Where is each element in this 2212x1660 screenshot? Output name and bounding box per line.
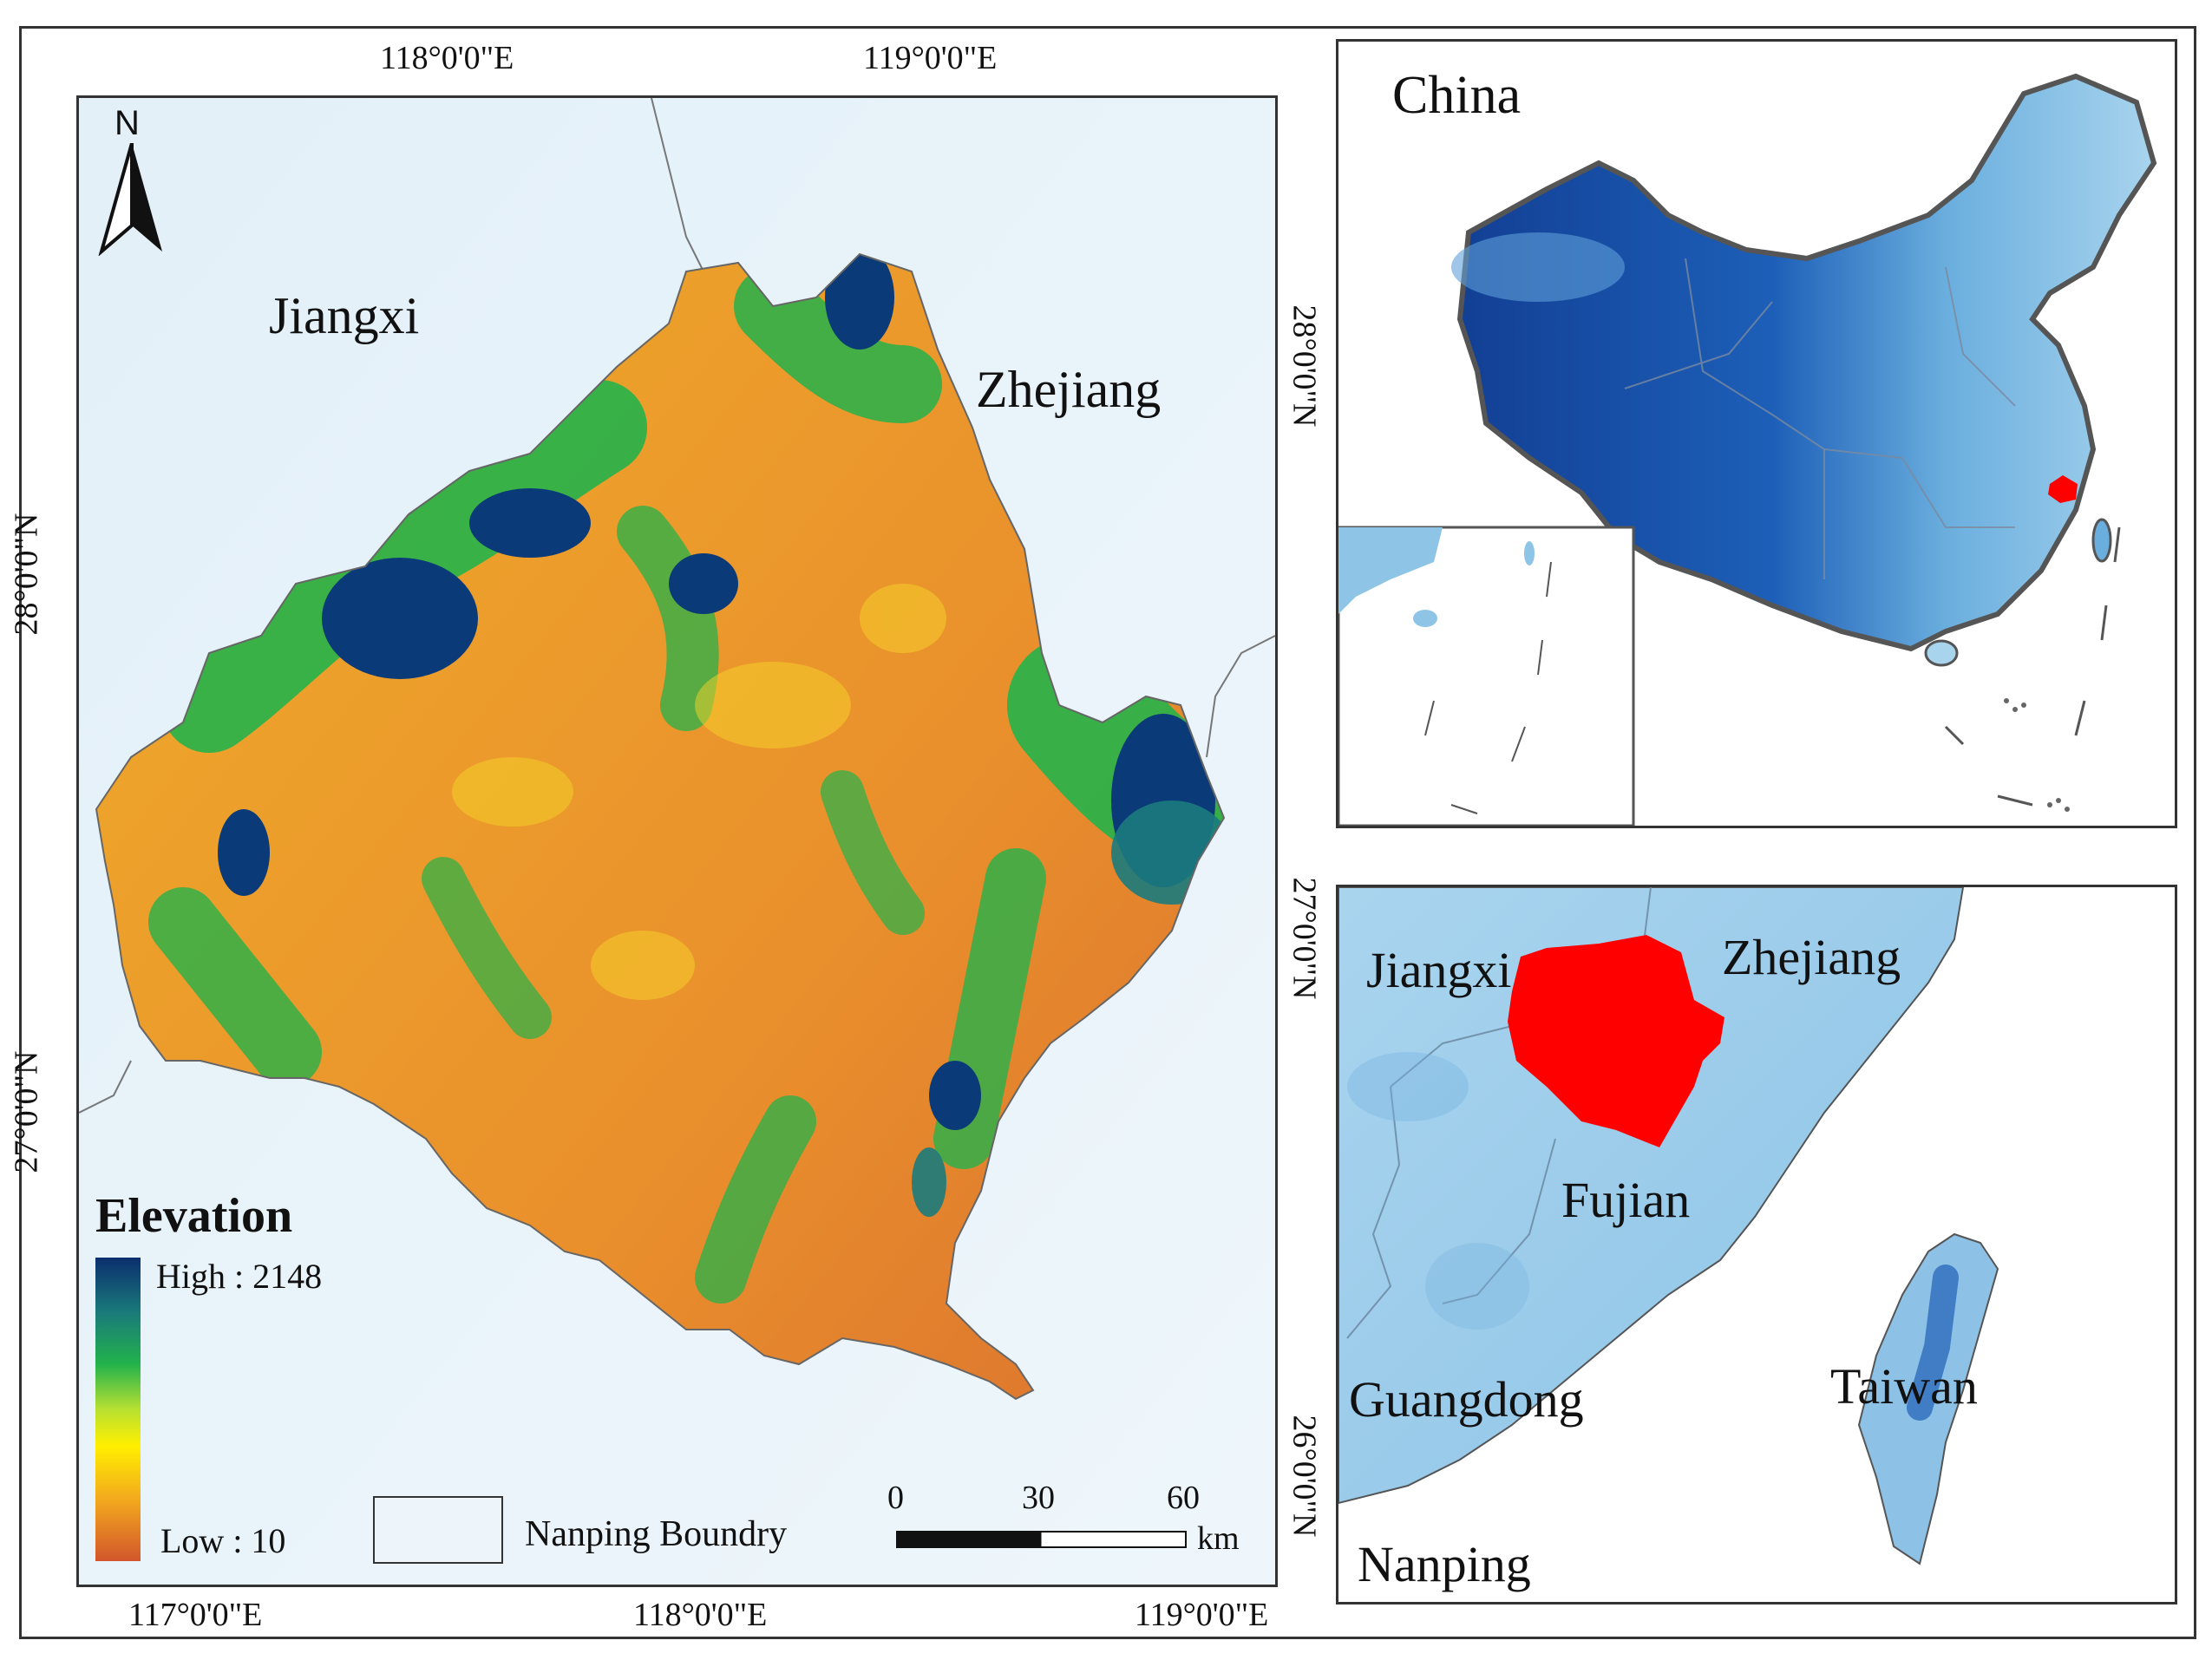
scale-tick-30: 30 — [1022, 1480, 1055, 1516]
bottom-tick-117e: 117°0'0"E — [128, 1597, 263, 1633]
bottom-tick-118e: 118°0'0"E — [633, 1597, 768, 1633]
label-jiangxi: Jiangxi — [269, 287, 420, 344]
bottom-tick-119e: 119°0'0"E — [1135, 1597, 1269, 1633]
scale-tick-0: 0 — [887, 1480, 904, 1516]
north-arrow-icon — [98, 143, 162, 256]
label-zhejiang: Zhejiang — [976, 361, 1162, 418]
china-nanping-highlight — [2048, 475, 2078, 503]
region-inset-map — [1336, 885, 2177, 1604]
region-label-nanping: Nanping — [1358, 1536, 1531, 1592]
legend-color-ramp — [95, 1258, 141, 1561]
north-arrow: N — [97, 104, 167, 256]
region-label-guangdong: Guangdong — [1349, 1371, 1584, 1428]
scale-bar — [896, 1531, 1187, 1548]
scale-tick-60: 60 — [1167, 1480, 1200, 1516]
scale-unit: km — [1197, 1520, 1240, 1557]
south-sea-subinset — [1338, 526, 1635, 826]
right-tick-28n: 28°0'0"N — [1286, 304, 1323, 428]
boundary-legend-swatch — [373, 1496, 503, 1564]
right-tick-27n: 27°0'0"N — [1286, 877, 1323, 1000]
right-tick-26n: 26°0'0"N — [1286, 1415, 1323, 1538]
region-label-fujian: Fujian — [1561, 1172, 1691, 1228]
top-tick-118e: 118°0'0"E — [380, 40, 514, 76]
left-tick-27n: 27°0'0"N — [8, 1050, 45, 1173]
china-title: China — [1392, 66, 1522, 125]
legend-low-label: Low : 10 — [160, 1521, 286, 1560]
legend-title: Elevation — [95, 1189, 293, 1243]
top-tick-119e: 119°0'0"E — [863, 40, 998, 76]
mainland-land — [1338, 887, 1965, 1505]
main-elevation-map — [76, 95, 1278, 1587]
region-nanping-highlight — [1508, 935, 1724, 1147]
legend-high-label: High : 2148 — [156, 1257, 323, 1296]
north-label: N — [115, 104, 140, 142]
china-inset-map — [1336, 39, 2177, 828]
boundary-legend-label: Nanping Boundry — [525, 1514, 788, 1554]
region-label-jiangxi: Jiangxi — [1366, 942, 1512, 998]
figure-frame — [19, 26, 2196, 1639]
left-tick-28n: 28°0'0"N — [8, 513, 45, 636]
region-label-zhejiang: Zhejiang — [1722, 929, 1901, 985]
region-label-taiwan: Taiwan — [1830, 1358, 1978, 1415]
